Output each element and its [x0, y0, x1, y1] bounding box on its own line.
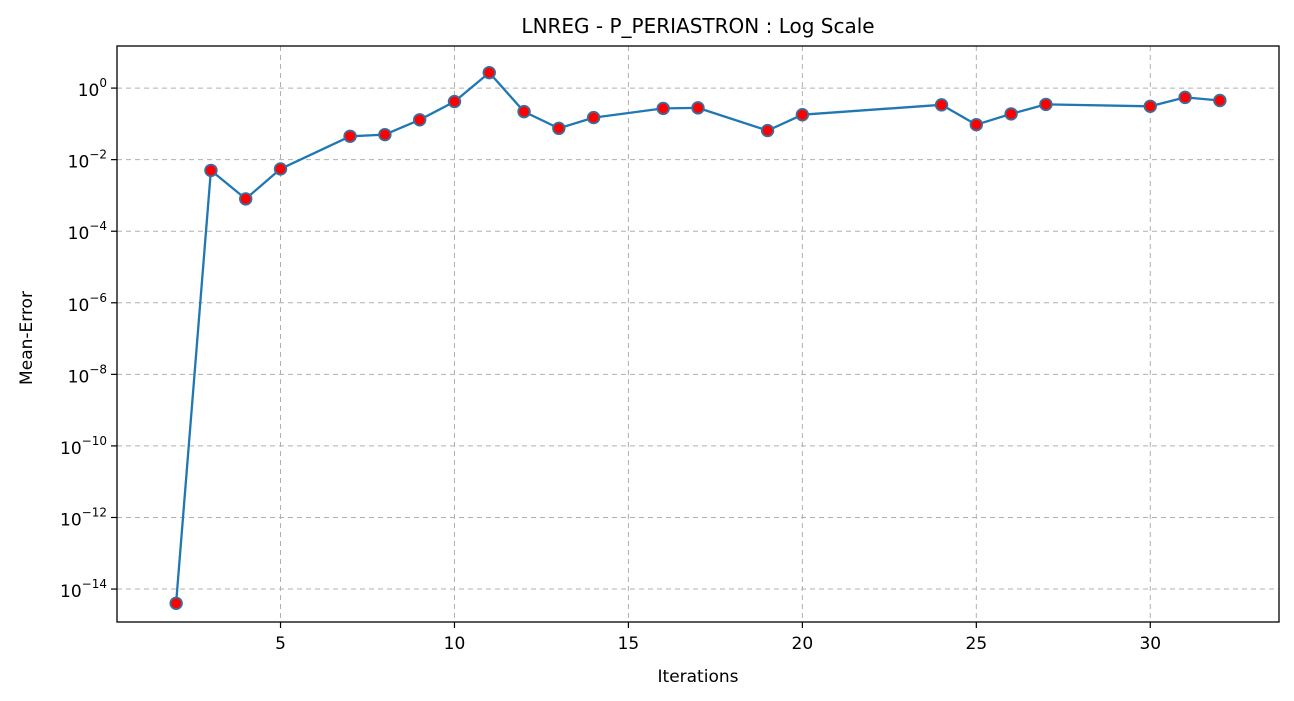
data-point [378, 127, 392, 142]
y-tick-label: 10−4 [68, 219, 107, 244]
y-tick-label: 100 [78, 76, 107, 101]
data-point [1039, 97, 1053, 112]
x-axis-label: Iterations [658, 667, 739, 687]
x-tick-label: 15 [618, 634, 640, 654]
data-point [1178, 90, 1192, 105]
x-axis-ticks: 5 10 15 20 25 30 [275, 622, 1161, 654]
data-point [447, 94, 462, 109]
x-tick-label: 30 [1139, 634, 1161, 654]
data-point [482, 65, 496, 80]
data-point [552, 121, 566, 136]
y-tick-label: 10−6 [68, 291, 107, 316]
data-point [656, 101, 670, 116]
y-axis-ticks: 100 10−2 10−4 10−6 10−8 10−10 10−12 10−14 [60, 76, 117, 602]
data-point [934, 98, 949, 112]
data-point [1213, 93, 1227, 108]
x-tick-label: 25 [966, 634, 988, 654]
data-point [586, 110, 601, 125]
y-tick-label: 10−2 [68, 148, 107, 173]
data-point [412, 113, 427, 127]
data-point [169, 596, 183, 610]
data-point [969, 117, 984, 132]
y-tick-label: 10−14 [60, 577, 107, 602]
data-point [691, 101, 705, 115]
y-tick-label: 10−10 [60, 434, 107, 459]
y-tick-label: 10−8 [68, 362, 107, 387]
series-group [169, 65, 1227, 610]
x-tick-label: 20 [792, 634, 814, 654]
y-tick-label: 10−12 [60, 505, 107, 530]
x-tick-label: 10 [444, 634, 466, 654]
data-point [517, 104, 531, 119]
data-point [795, 108, 810, 122]
x-tick-label: 5 [275, 634, 286, 654]
series-line [174, 71, 1221, 604]
data-point [760, 123, 775, 138]
grid [117, 46, 1279, 622]
data-point [204, 163, 218, 178]
y-axis-label: Mean-Error [17, 291, 37, 385]
data-point [1143, 99, 1157, 113]
data-point [343, 129, 357, 143]
chart-title: LNREG - P_PERIASTRON : Log Scale [521, 14, 874, 38]
data-point [239, 192, 253, 206]
data-point [1004, 107, 1018, 121]
plot-frame [116, 45, 1280, 623]
data-point [273, 162, 288, 176]
